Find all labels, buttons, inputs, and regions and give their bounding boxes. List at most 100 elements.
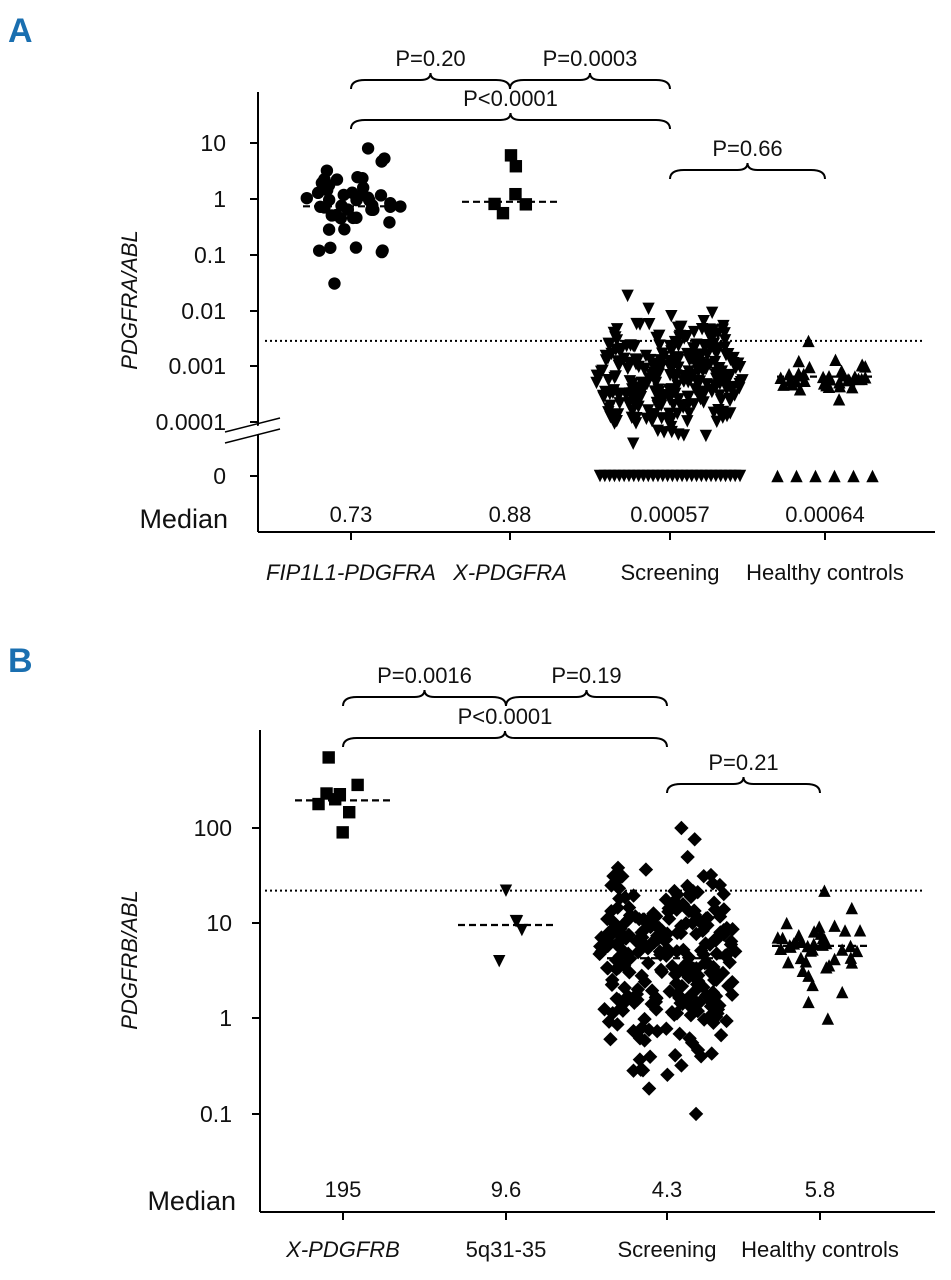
panel-b-point-2 [634, 1020, 650, 1035]
panel-a-point-2 [620, 339, 633, 353]
panel-a-point-2 [643, 353, 657, 367]
panel-b-point-2 [687, 832, 702, 847]
panel-b-tick-label: 1 [219, 1005, 232, 1031]
panel-a-point-2 [669, 387, 682, 401]
panel-a-point-2 [724, 353, 737, 367]
panel-a-point-2 [697, 314, 710, 328]
panel-a-category-label: Screening [620, 560, 719, 585]
panel-b-point-2 [649, 1002, 664, 1017]
panel-a-point-0 [349, 241, 363, 254]
panel-b-point-1 [515, 923, 529, 937]
panel-b-point-2 [685, 915, 700, 931]
panel-b-point-2 [688, 1106, 704, 1122]
panel-a-point-2 [699, 429, 713, 443]
panel-b-point-2 [706, 1001, 722, 1016]
panel-a-point-2 [590, 376, 603, 390]
panel-a-category-label: X-PDGFRA [452, 560, 567, 585]
panel-b-point-2 [632, 1052, 648, 1067]
panel-b-point-3 [799, 955, 813, 968]
panel-a-point-0 [337, 188, 350, 202]
panel-a-zero-point-3 [809, 469, 822, 483]
panel-a-point-2 [672, 428, 685, 441]
panel-b-letter: B [8, 642, 33, 680]
panel-a-point-2 [651, 358, 664, 371]
panel-b-point-2 [706, 895, 722, 910]
panel-b-point-2 [650, 928, 665, 943]
panel-b-point-3 [776, 931, 789, 945]
panel-b-point-2 [722, 955, 737, 970]
panel-a-point-0 [300, 191, 314, 205]
panel-a-point-2 [627, 437, 640, 450]
panel-b-point-2 [605, 972, 620, 988]
panel-b-point-2 [604, 878, 619, 893]
panel-b-point-2 [638, 862, 654, 877]
panel-b-y-axis-label: PDGFRB/ABL [117, 890, 142, 1029]
panel-a-zero-point-3 [866, 469, 879, 483]
panel-a-point-2 [611, 355, 624, 368]
panel-b-point-3 [818, 884, 831, 897]
panel-b-point-2 [637, 974, 653, 989]
panel-b-point-2 [712, 877, 728, 893]
panel-b-point-0 [336, 826, 349, 839]
panel-b-point-2 [703, 867, 719, 883]
panel-a-point-2 [720, 409, 734, 423]
panel-b-median-values: 195 9.6 4.3 5.8 [325, 1177, 836, 1202]
panel-b-point-2 [640, 941, 656, 956]
panel-a-point-0 [356, 188, 369, 202]
panel-b-point-3 [836, 985, 849, 999]
panel-a-category-label: FIP1L1-PDGFRA [266, 560, 436, 585]
panel-b-point-2 [676, 942, 691, 958]
panel-b-point-2 [603, 1032, 618, 1047]
panel-a-point-0 [334, 212, 348, 225]
panel-b-point-1 [493, 955, 506, 968]
panel-b-point-2 [664, 1004, 680, 1020]
panel-a-point-2 [731, 357, 745, 370]
panel-a-point-2 [674, 322, 687, 336]
panel-a-point-2 [590, 369, 604, 383]
panel-b-point-2 [713, 925, 728, 940]
panel-b-point-3 [850, 944, 864, 958]
panel-b-point-2 [707, 969, 723, 984]
panel-b-point-2 [621, 900, 637, 915]
panel-a-point-3 [798, 374, 811, 387]
panel-a-point-0 [324, 241, 337, 254]
panel-a-point-0 [318, 173, 331, 186]
panel-a-point-2 [697, 396, 710, 409]
panel-b-point-1 [509, 914, 523, 928]
panel-b-point-3 [796, 964, 810, 977]
panel-b-point-2 [727, 944, 743, 959]
panel-b-p-value: P=0.19 [551, 663, 621, 688]
panel-b-point-2 [658, 892, 674, 907]
panel-b-category-labels: X-PDGFRB 5q31-35 Screening Healthy controls [285, 1212, 899, 1262]
panel-a-point-2 [707, 406, 721, 419]
panel-b-point-3 [820, 961, 833, 974]
panel-a-point-2 [703, 358, 717, 371]
panel-a-point-2 [643, 317, 656, 331]
panel-b-bracket [342, 730, 668, 748]
panel-b-point-2 [687, 983, 703, 999]
panel-a-point-2 [604, 399, 617, 413]
panel-a-tick-label: 0.0001 [156, 409, 226, 435]
panel-a-point-2 [608, 371, 621, 385]
panel-a-median-value: 0.00057 [630, 502, 710, 527]
panel-a-zero-point-3 [771, 469, 784, 483]
panel-b-point-2 [693, 1049, 709, 1064]
panel-b-point-2 [682, 887, 697, 902]
panel-a-point-2 [682, 391, 695, 405]
panel-a-median-value: 0.88 [489, 502, 532, 527]
panel-a-point-2 [667, 398, 680, 412]
panel-b-category-label: X-PDGFRB [285, 1237, 400, 1262]
panel-b-point-2 [669, 902, 684, 917]
panel-b-point-2 [706, 959, 721, 975]
panel-b-point-2 [634, 925, 649, 940]
panel-a-point-2 [649, 376, 663, 390]
panel-b-point-2 [681, 990, 696, 1005]
panel-a-point-2 [610, 334, 624, 347]
panel-b-point-3 [853, 924, 867, 937]
panel-b-point-3 [802, 969, 815, 982]
panel-b-point-2 [680, 849, 695, 865]
panel-b-y-ticks: 100 10 1 0.1 [194, 815, 260, 1127]
panel-a-point-2 [673, 329, 687, 343]
panel-b-point-2 [659, 1021, 674, 1036]
panel-b-point-2 [707, 902, 723, 917]
